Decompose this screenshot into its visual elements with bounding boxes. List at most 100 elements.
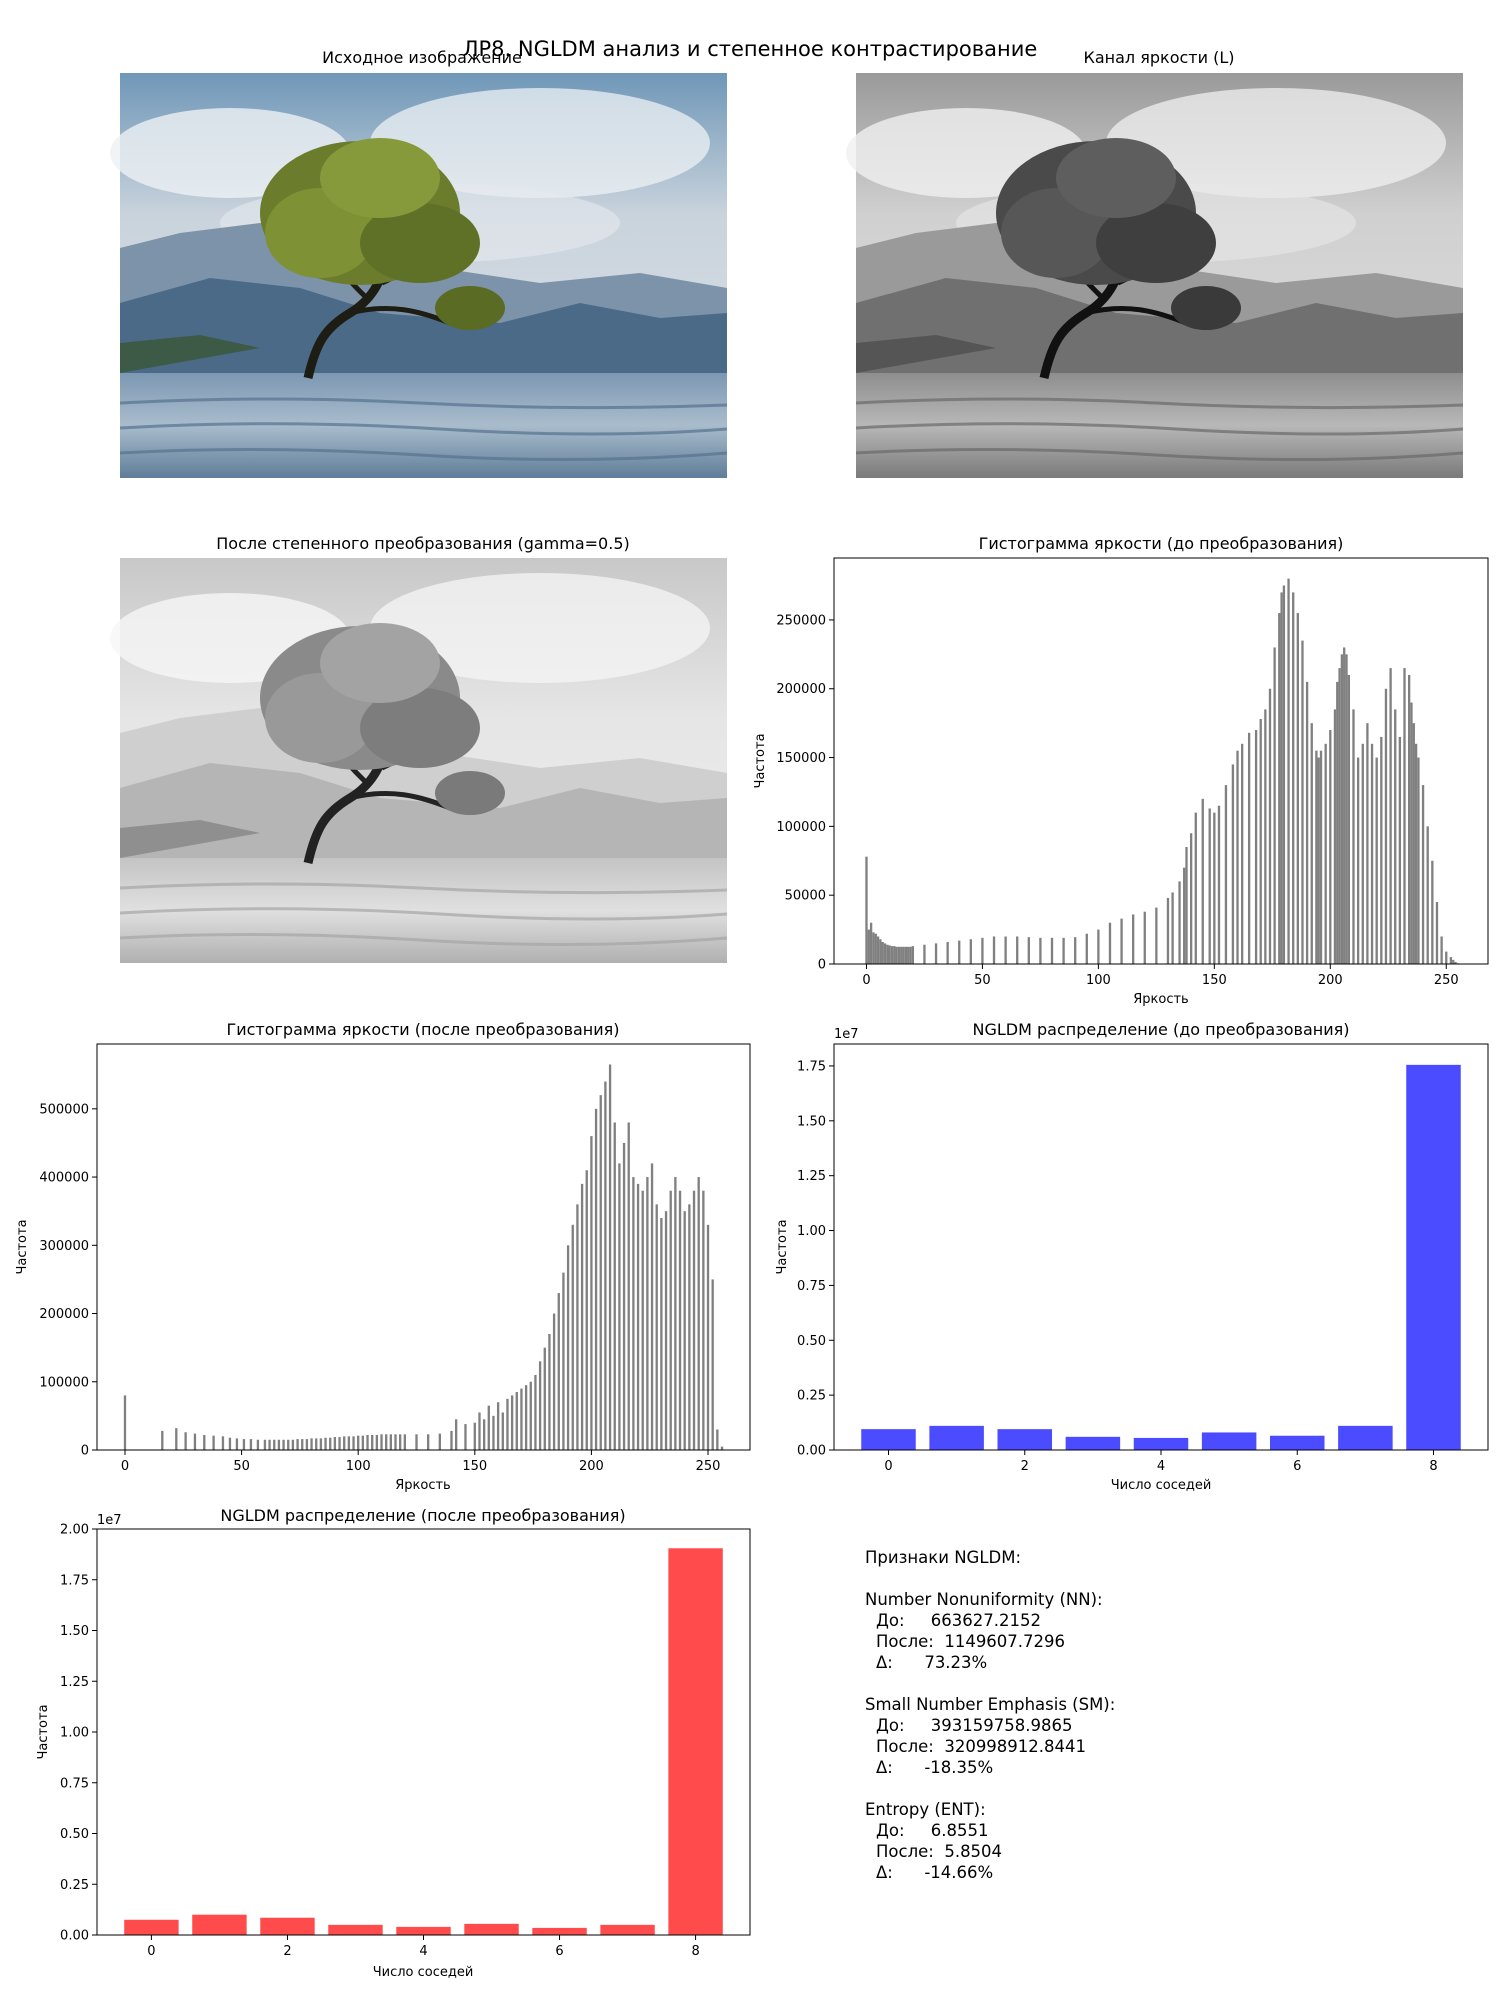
bar bbox=[664, 1211, 668, 1450]
bar bbox=[1231, 764, 1235, 964]
bar bbox=[594, 1108, 598, 1450]
bar bbox=[1120, 918, 1123, 964]
bar bbox=[1085, 933, 1088, 964]
bar bbox=[566, 1245, 570, 1450]
bar bbox=[613, 1122, 616, 1450]
y-tick-label: 1.75 bbox=[797, 1059, 826, 1074]
bar bbox=[515, 1392, 518, 1450]
bar bbox=[438, 1433, 441, 1450]
x-axis-label: Число соседей bbox=[373, 1965, 474, 1980]
bar bbox=[1074, 937, 1077, 964]
ticks: 0 2 4 6 8 0.00 0.25 0.50 0.75 1.00 1.25 1.50 1.75 bbox=[797, 1059, 1438, 1474]
feature-after: После: 1149607.7296 bbox=[876, 1632, 1065, 1651]
bar bbox=[228, 1437, 232, 1450]
axes-frame bbox=[96, 1043, 751, 1451]
bar bbox=[366, 1434, 369, 1450]
bar bbox=[296, 1439, 299, 1450]
x-tick-label: 0 bbox=[884, 1459, 892, 1474]
y-tick-label: 100000 bbox=[39, 1375, 89, 1390]
bar bbox=[1189, 833, 1193, 964]
luminance-image bbox=[846, 73, 1464, 478]
bars bbox=[861, 1064, 1461, 1450]
bar bbox=[548, 1334, 551, 1450]
bar bbox=[1315, 750, 1318, 964]
axes-frame bbox=[96, 1528, 751, 1936]
bar bbox=[235, 1438, 239, 1450]
bar bbox=[1389, 668, 1392, 964]
original-image-title: Исходное изображение bbox=[322, 48, 522, 67]
bar bbox=[1016, 936, 1019, 964]
bar bbox=[1201, 1432, 1257, 1450]
bar bbox=[273, 1439, 276, 1450]
bar bbox=[1435, 902, 1439, 964]
feature-name: Entropy (ENT): bbox=[865, 1800, 986, 1819]
bar bbox=[636, 1183, 640, 1450]
bar bbox=[861, 1429, 916, 1450]
bar bbox=[399, 1434, 402, 1450]
bar bbox=[1403, 668, 1406, 964]
bar bbox=[1004, 936, 1007, 964]
bar bbox=[907, 946, 910, 964]
x-tick-label: 8 bbox=[691, 1944, 699, 1959]
bar bbox=[946, 941, 949, 964]
features-text: Признаки NGLDM: Number Nonuniformity (NN… bbox=[865, 1548, 1115, 1882]
bar bbox=[291, 1439, 295, 1450]
bar bbox=[282, 1439, 285, 1450]
bar bbox=[600, 1924, 655, 1935]
bar bbox=[890, 946, 894, 964]
bar bbox=[1143, 911, 1146, 964]
bar bbox=[1247, 732, 1251, 964]
y-tick-label: 200000 bbox=[776, 682, 826, 697]
bar bbox=[543, 1347, 546, 1450]
feature-delta: Δ: -18.35% bbox=[876, 1758, 993, 1777]
chart-title: NGLDM распределение (после преобразовани… bbox=[220, 1506, 625, 1525]
bar bbox=[389, 1434, 393, 1450]
bar bbox=[1384, 688, 1388, 964]
x-tick-label: 250 bbox=[696, 1459, 721, 1474]
bar bbox=[1366, 723, 1369, 964]
chart-hist-before: Гистограмма яркости (до преобразования) … bbox=[753, 534, 1489, 1007]
bar bbox=[193, 1433, 197, 1450]
bar bbox=[385, 1434, 388, 1450]
scale-note: 1e7 bbox=[834, 1027, 859, 1042]
bar bbox=[310, 1438, 313, 1450]
x-tick-label: 2 bbox=[283, 1944, 291, 1959]
bar bbox=[1270, 1435, 1325, 1450]
bar bbox=[123, 1395, 127, 1450]
bar bbox=[1305, 681, 1309, 964]
bar bbox=[590, 1136, 593, 1450]
bar bbox=[1171, 892, 1174, 964]
bar bbox=[646, 1177, 649, 1450]
panel-luminance-image: Канал яркости (L) bbox=[846, 48, 1464, 478]
bar bbox=[394, 1434, 397, 1450]
bar bbox=[338, 1437, 341, 1450]
bar bbox=[161, 1430, 164, 1450]
bar bbox=[585, 1170, 588, 1450]
bar bbox=[981, 937, 984, 964]
bar bbox=[319, 1438, 323, 1450]
bar bbox=[1352, 709, 1355, 964]
bar bbox=[1449, 957, 1453, 964]
y-tick-label: 2.00 bbox=[60, 1523, 89, 1538]
bar bbox=[1273, 647, 1276, 964]
bar bbox=[958, 940, 961, 964]
bar bbox=[1264, 709, 1267, 964]
bar bbox=[669, 1190, 672, 1450]
bar bbox=[492, 1415, 495, 1450]
bar bbox=[909, 946, 912, 964]
bar bbox=[1282, 585, 1286, 964]
bar bbox=[668, 1548, 723, 1935]
bar bbox=[1398, 736, 1402, 964]
x-tick-label: 4 bbox=[1157, 1459, 1165, 1474]
bar bbox=[608, 1064, 612, 1450]
feature-name: Small Number Emphasis (SM): bbox=[865, 1695, 1115, 1714]
y-tick-label: 0.50 bbox=[797, 1334, 826, 1349]
bar bbox=[879, 939, 882, 964]
bar bbox=[175, 1428, 178, 1450]
bar bbox=[1329, 730, 1332, 964]
y-tick-label: 1.25 bbox=[797, 1169, 826, 1184]
bar bbox=[929, 1425, 984, 1450]
chart-title: Гистограмма яркости (до преобразования) bbox=[979, 534, 1344, 553]
y-axis-label: Частота bbox=[15, 1219, 30, 1274]
y-tick-label: 1.00 bbox=[797, 1224, 826, 1239]
